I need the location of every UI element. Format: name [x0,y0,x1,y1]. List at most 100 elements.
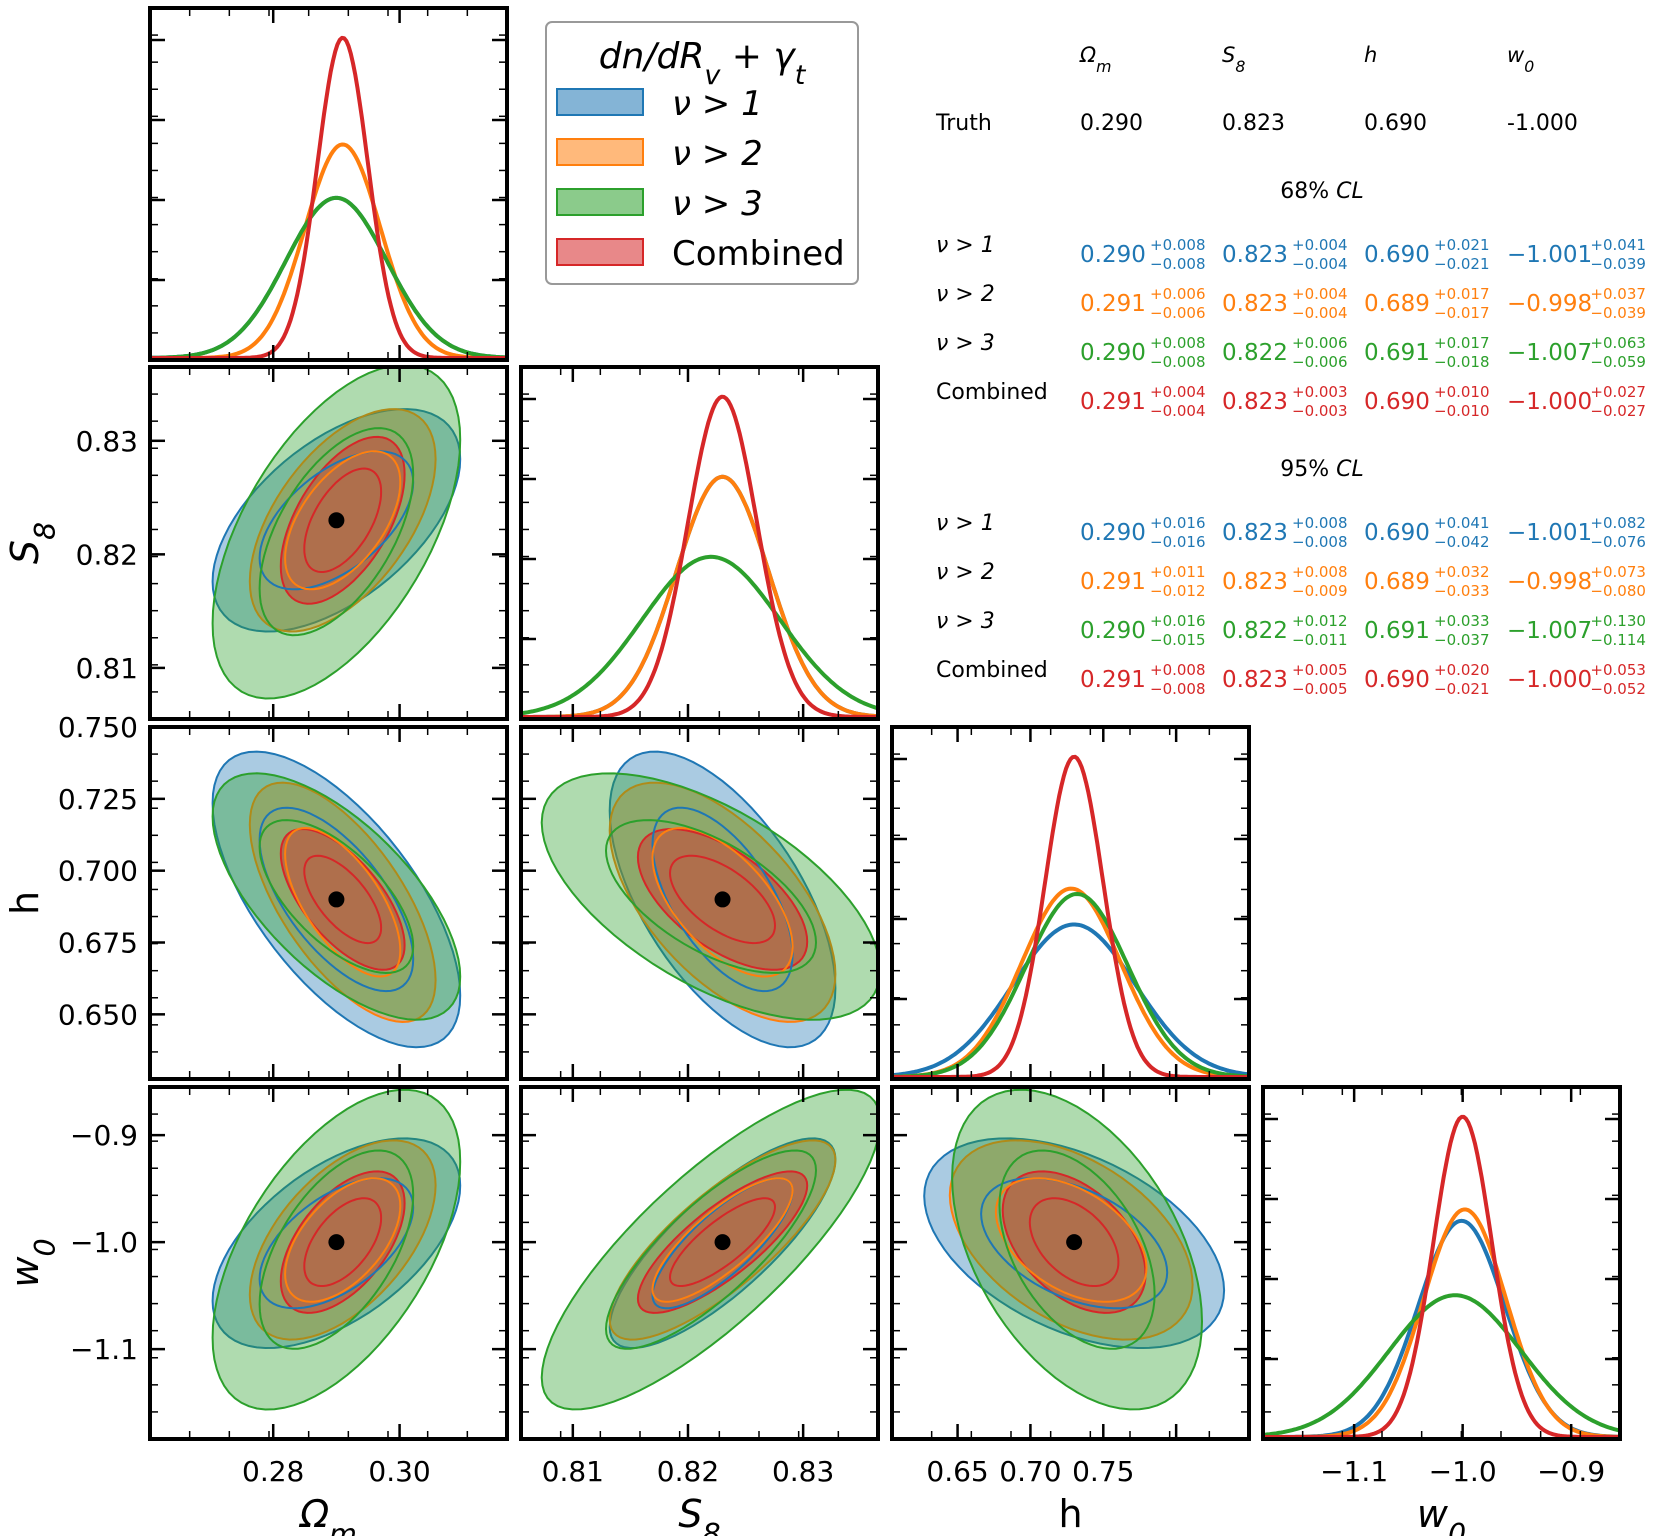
cell-upper-error: +0.006 [1292,334,1348,352]
legend-label-4: Combined [672,234,845,274]
cell-value: 0.290 [1080,340,1146,366]
cell-upper-error: +0.037 [1590,285,1646,303]
contour-68-4 [1028,1197,1120,1287]
panel-frame [148,725,509,1081]
cell-lower-error: −0.080 [1590,582,1646,600]
contour-68-2 [651,1177,794,1303]
panel-content [892,754,1249,1079]
legend-label-1: ν > 1 [672,84,763,124]
contour-68-3 [258,427,415,637]
marginal-curve-3 [521,554,878,716]
panel-content [1263,1114,1620,1439]
cell-lower-error: −0.021 [1434,255,1490,273]
corner-panels: 0.81 0.82 0.83 S8 0.650 0.675 0.700 0.725 0.750 h… [3,6,1622,1540]
cell-lower-error: −0.015 [1150,631,1206,649]
cell-upper-error: +0.004 [1150,383,1206,401]
y-axis-label: h [3,891,47,915]
cell-upper-error: +0.041 [1434,514,1490,532]
cell-upper-error: +0.082 [1590,514,1646,532]
cell-lower-error: −0.027 [1590,402,1646,420]
cell-upper-error: +0.008 [1292,563,1348,581]
cell-lower-error: −0.114 [1590,631,1646,649]
cell-upper-error: +0.032 [1434,563,1490,581]
x-tick-label: −1.1 [1320,1455,1388,1488]
marginal-curve-4 [521,394,878,719]
marginal-panel-w0: −1.1 −1.0 −0.9 w0 [1261,1085,1622,1540]
y-tick-label: 0.83 [76,425,138,458]
panel-frame [519,725,880,1081]
contour-68-2 [284,450,402,591]
results-table: Ωm S8 h w0 Truth 0.290 0.823 0.690 -1.000 68% CL ν… [935,43,1646,698]
cell-value: 0.823 [1222,569,1288,595]
marginal-curve-4 [1263,1114,1620,1439]
cell-upper-error: +0.016 [1150,514,1206,532]
contour-panel-s8-w0: 0.81 0.82 0.83 S8 [519,1085,880,1540]
cell-value: −1.007 [1507,618,1592,644]
y-tick-label: 0.750 [58,711,138,744]
panel-frame [1261,1085,1622,1441]
x-tick-label: 0.70 [999,1455,1061,1488]
cell-value: −0.998 [1507,291,1592,317]
cell-upper-error: +0.073 [1590,563,1646,581]
row-label: ν > 3 [936,609,995,634]
cell-value: 0.689 [1364,291,1430,317]
cell-value: 0.291 [1080,291,1146,317]
contour-68-2 [994,1177,1148,1303]
row-label: ν > 2 [936,282,995,307]
contour-68-4 [668,854,777,945]
legend-swatch-3 [556,188,644,216]
cell-lower-error: −0.011 [1292,631,1348,649]
cell-value: 0.690 [1364,242,1430,268]
contour-panel-s8-h [519,725,880,1081]
cell-lower-error: −0.052 [1590,680,1646,698]
x-tick-label: 0.83 [772,1455,834,1488]
truth-point [328,1234,345,1251]
panel-content [540,1088,878,1411]
cell-value: 0.690 [1364,667,1430,693]
panel-content [521,394,878,719]
contour-68-2 [284,826,402,978]
cell-lower-error: −0.003 [1292,402,1348,420]
cell-upper-error: +0.004 [1292,236,1348,254]
contour-68-2 [651,827,794,978]
marginal-panel-om [148,6,509,362]
cell-lower-error: −0.021 [1434,680,1490,698]
contour-95-3 [540,772,878,1021]
cell-upper-error: +0.063 [1590,334,1646,352]
table-header-1: Ωm [1079,43,1111,76]
truth-point [328,891,345,908]
contour-panel-h-w0: 0.65 0.70 0.75 h [890,1085,1251,1536]
marginal-panel-h [890,725,1251,1081]
cell-lower-error: −0.008 [1292,533,1348,551]
cell-lower-error: −0.008 [1150,255,1206,273]
cell-value: −1.007 [1507,340,1592,366]
cell-value: 0.823 [1222,242,1288,268]
contour-panel-om-s8: 0.81 0.82 0.83 S8 [3,365,509,721]
legend-swatch-2 [556,138,644,166]
table-header-2: S8 [1222,43,1245,76]
panel-content [211,367,462,700]
cell-lower-error: −0.076 [1590,533,1646,551]
row-label: ν > 2 [936,560,995,585]
cell-value: 0.823 [1222,667,1288,693]
cell-upper-error: +0.017 [1434,285,1490,303]
truth-value-3: 0.690 [1364,111,1427,136]
cell-value: 0.291 [1080,667,1146,693]
y-tick-label: 0.650 [58,998,138,1031]
cell-lower-error: −0.039 [1590,255,1646,273]
cell-value: −1.000 [1507,667,1592,693]
cell-upper-error: +0.021 [1434,236,1490,254]
cell-lower-error: −0.008 [1150,680,1206,698]
panel-frame [519,1085,880,1441]
truth-value-1: 0.290 [1080,111,1143,136]
cell-value: 0.691 [1364,618,1430,644]
cell-value: −0.998 [1507,569,1592,595]
cell-value: −1.001 [1507,242,1592,268]
cell-value: 0.290 [1080,242,1146,268]
row-label: ν > 1 [936,511,995,536]
cell-lower-error: −0.033 [1434,582,1490,600]
marginal-curve-3 [1263,1293,1620,1437]
x-tick-label: −0.9 [1537,1455,1605,1488]
cell-value: 0.291 [1080,569,1146,595]
